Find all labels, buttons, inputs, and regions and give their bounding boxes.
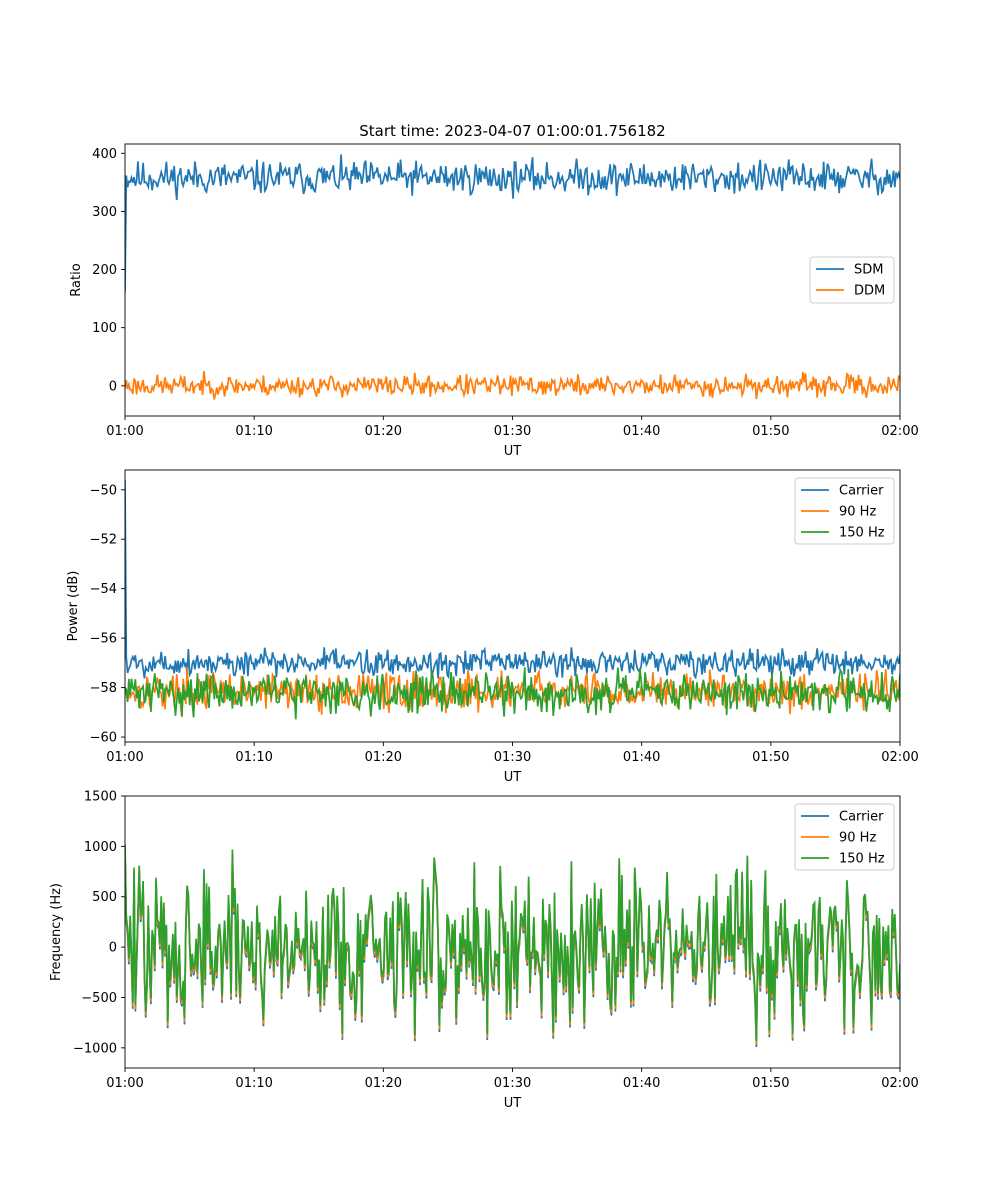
y-tick-label: 0: [109, 379, 117, 394]
x-tick-label: 02:00: [881, 424, 918, 439]
x-tick-label: 01:40: [623, 424, 660, 439]
legend-box: [794, 477, 895, 545]
y-tick-label: 400: [92, 147, 117, 162]
x-tick-label: 01:30: [494, 424, 531, 439]
y-tick-label: −60: [90, 731, 117, 746]
x-tick-label: 01:30: [494, 750, 531, 765]
legend-entry: 150 Hz: [839, 852, 885, 867]
frequency-chart: 01:00 01:10 01:20 01:30 01:40 01:50 02:00 UT 150…: [49, 790, 919, 1112]
ratio-chart: 01:00 01:10 01:20 01:30 01:40 01:50 02:00 UT 400…: [69, 143, 919, 459]
y-tick-label: 300: [92, 205, 117, 220]
y-axis-label: Frequency (Hz): [49, 883, 64, 981]
x-tick-label: 01:50: [752, 424, 789, 439]
x-tick-label: 01:40: [623, 1076, 660, 1091]
x-tick-label: 01:20: [365, 424, 402, 439]
legend: Carrier 90 Hz 150 Hz: [794, 803, 895, 871]
y-tick-label: −56: [90, 632, 117, 647]
series-line-sdm: [125, 154, 900, 293]
legend-entry: 150 Hz: [839, 526, 885, 541]
power-chart: 01:00 01:10 01:20 01:30 01:40 01:50 02:00 UT −50…: [66, 469, 919, 785]
y-tick-label: −54: [90, 582, 117, 597]
series-line-ddm: [125, 371, 900, 400]
x-tick-label: 02:00: [881, 1076, 918, 1091]
x-tick-label: 01:20: [365, 750, 402, 765]
x-tick-label: 01:50: [752, 1076, 789, 1091]
y-tick-label: −50: [90, 483, 117, 498]
y-tick-label: 0: [109, 941, 117, 956]
legend-entry: DDM: [854, 284, 885, 299]
y-tick-label: 1500: [84, 790, 117, 805]
legend-entry: 90 Hz: [839, 505, 876, 520]
y-tick-label: −1000: [73, 1041, 117, 1056]
legend-box: [794, 803, 895, 871]
y-tick-label: 1000: [84, 840, 117, 855]
x-tick-label: 01:10: [235, 1076, 272, 1091]
legend-entry: SDM: [854, 263, 883, 278]
y-axis-label: Ratio: [69, 263, 84, 296]
x-tick-label: 01:50: [752, 750, 789, 765]
legend: SDM DDM: [809, 256, 895, 304]
x-axis-label: UT: [504, 1096, 522, 1111]
series-line-carrier: [125, 479, 900, 680]
x-tick-label: 01:10: [235, 750, 272, 765]
y-tick-label: 100: [92, 321, 117, 336]
x-tick-label: 01:20: [365, 1076, 402, 1091]
y-tick-label: −52: [90, 533, 117, 548]
legend: Carrier 90 Hz 150 Hz: [794, 477, 895, 545]
x-axis-label: UT: [504, 770, 522, 785]
x-axis-label: UT: [504, 444, 522, 459]
x-tick-label: 01:00: [106, 750, 143, 765]
legend-entry: Carrier: [839, 810, 884, 825]
series-line-150-hz: [125, 667, 900, 720]
y-tick-label: 500: [92, 890, 117, 905]
x-tick-label: 01:00: [106, 1076, 143, 1091]
series-line-150-hz: [125, 844, 900, 1041]
y-tick-label: 200: [92, 263, 117, 278]
y-tick-label: −500: [81, 991, 117, 1006]
y-tick-label: −58: [90, 681, 117, 696]
legend-entry: 90 Hz: [839, 831, 876, 846]
x-tick-label: 01:30: [494, 1076, 531, 1091]
x-tick-label: 01:40: [623, 750, 660, 765]
legend-entry: Carrier: [839, 484, 884, 499]
y-axis-label: Power (dB): [66, 571, 81, 642]
figure-title: Start time: 2023-04-07 01:00:01.756182: [359, 122, 665, 140]
x-tick-label: 01:00: [106, 424, 143, 439]
x-tick-label: 02:00: [881, 750, 918, 765]
x-tick-label: 01:10: [235, 424, 272, 439]
